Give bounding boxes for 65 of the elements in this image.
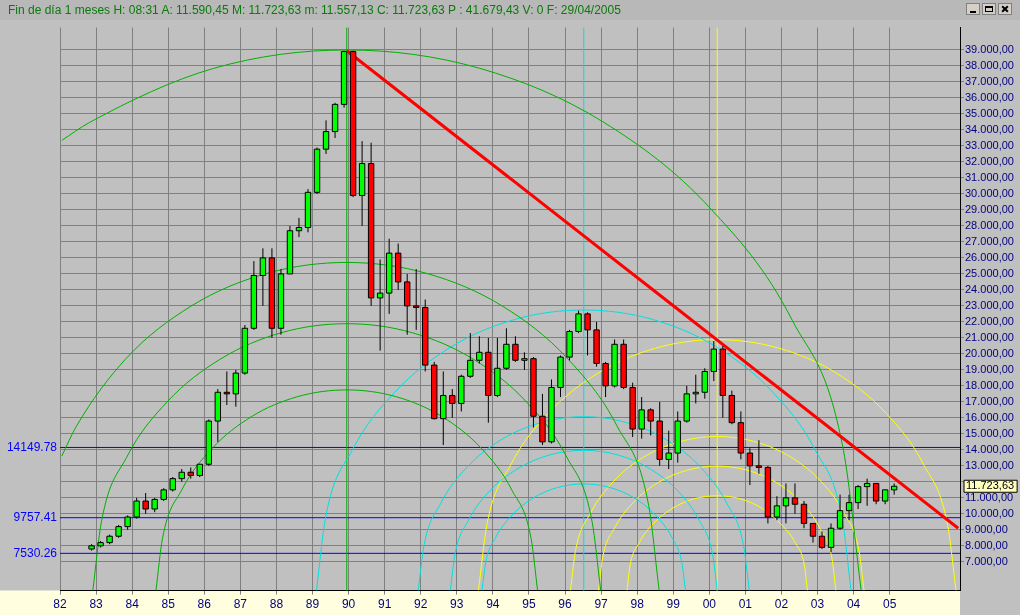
y-tick-label: 38.000,00 [965,59,1014,72]
y-tick-label: 15.000,00 [965,426,1014,439]
x-tick-label: 85 [161,597,176,612]
y-tick-label: 23.000,00 [965,298,1014,311]
x-tick-label: 04 [846,597,861,612]
y-tick-label: 19.000,00 [965,362,1014,375]
y-tick-label: 34.000,00 [965,122,1014,135]
y-tick-label: 7.000,00 [965,554,1008,567]
y-tick-label: 9.000,00 [965,522,1008,535]
chart-title: Fin de día 1 meses H: 08:31 A: 11.590,45 M: 11.723,63 m: 11.557,13 C: 11.723,63 P : 41.679,43 V: 0 F: 29/04/2005 [8,3,621,17]
x-tick-label: 97 [594,597,609,612]
ref-line-label: 9757.41 [13,510,58,525]
x-tick-label: 98 [630,597,645,612]
ref-line-label: 7530.26 [13,545,58,560]
x-tick-label: 92 [414,597,428,612]
x-tick-label: 99 [666,597,681,612]
y-tick-label: 36.000,00 [965,91,1014,104]
candlestick [575,310,582,334]
x-tick-label: 00 [702,597,717,612]
y-tick-label: 11.000,00 [965,490,1014,503]
x-tick-label: 91 [377,597,392,612]
x-tick-label: 83 [89,597,104,612]
x-tick-label: 95 [522,597,536,612]
y-tick-label: 22.000,00 [965,314,1014,327]
y-tick-label: 25.000,00 [965,266,1014,279]
x-tick-label: 94 [486,597,500,612]
x-tick-label: 88 [269,597,284,612]
y-tick-label: 26.000,00 [965,250,1014,263]
line-series [477,339,957,591]
y-tick-label: 30.000,00 [965,186,1014,199]
candlestick [638,396,645,440]
y-tick-label: 31.000,00 [965,170,1014,183]
y-tick-label: 14.000,00 [965,442,1014,455]
y-tick-label: 13.000,00 [965,458,1014,471]
x-tick-label: 82 [53,597,67,612]
x-tick-label: 89 [305,597,320,612]
y-tick-label: 16.000,00 [965,410,1014,423]
y-tick-label: 28.000,00 [965,218,1014,231]
y-tick-label: 37.000,00 [965,75,1014,88]
candlestick [593,321,600,368]
text: 11.723,63 [966,479,1015,492]
y-tick-label: 18.000,00 [965,378,1014,391]
x-tick-label: 02 [774,597,789,612]
y-tick-label: 39.000,00 [965,43,1014,56]
x-tick-label: 05 [882,597,897,612]
y-tick-label: 20.000,00 [965,346,1014,359]
x-tick-label: 01 [738,597,753,612]
y-tick-label: 33.000,00 [965,138,1014,151]
y-tick-label: 21.000,00 [965,330,1014,343]
ref-line-label: 14149.78 [6,439,58,454]
x-tick-label: 96 [558,597,572,612]
y-tick-label: 27.000,00 [965,234,1014,247]
y-tick-label: 35.000,00 [965,107,1014,119]
y-tick-label: 8.000,00 [965,538,1008,551]
y-tick-label: 32.000,00 [965,154,1014,167]
y-tick-label: 29.000,00 [965,202,1014,215]
y-tick-label: 10.000,00 [965,506,1014,519]
x-tick-label: 86 [197,597,212,612]
y-tick-label: 17.000,00 [965,394,1014,407]
x-tick-label: 87 [233,597,248,612]
x-tick-label: 84 [125,597,140,612]
x-tick-label: 93 [450,597,464,612]
x-tick-label: 03 [810,597,825,612]
x-tick-label: 90 [341,597,356,612]
y-tick-label: 24.000,00 [965,282,1014,295]
